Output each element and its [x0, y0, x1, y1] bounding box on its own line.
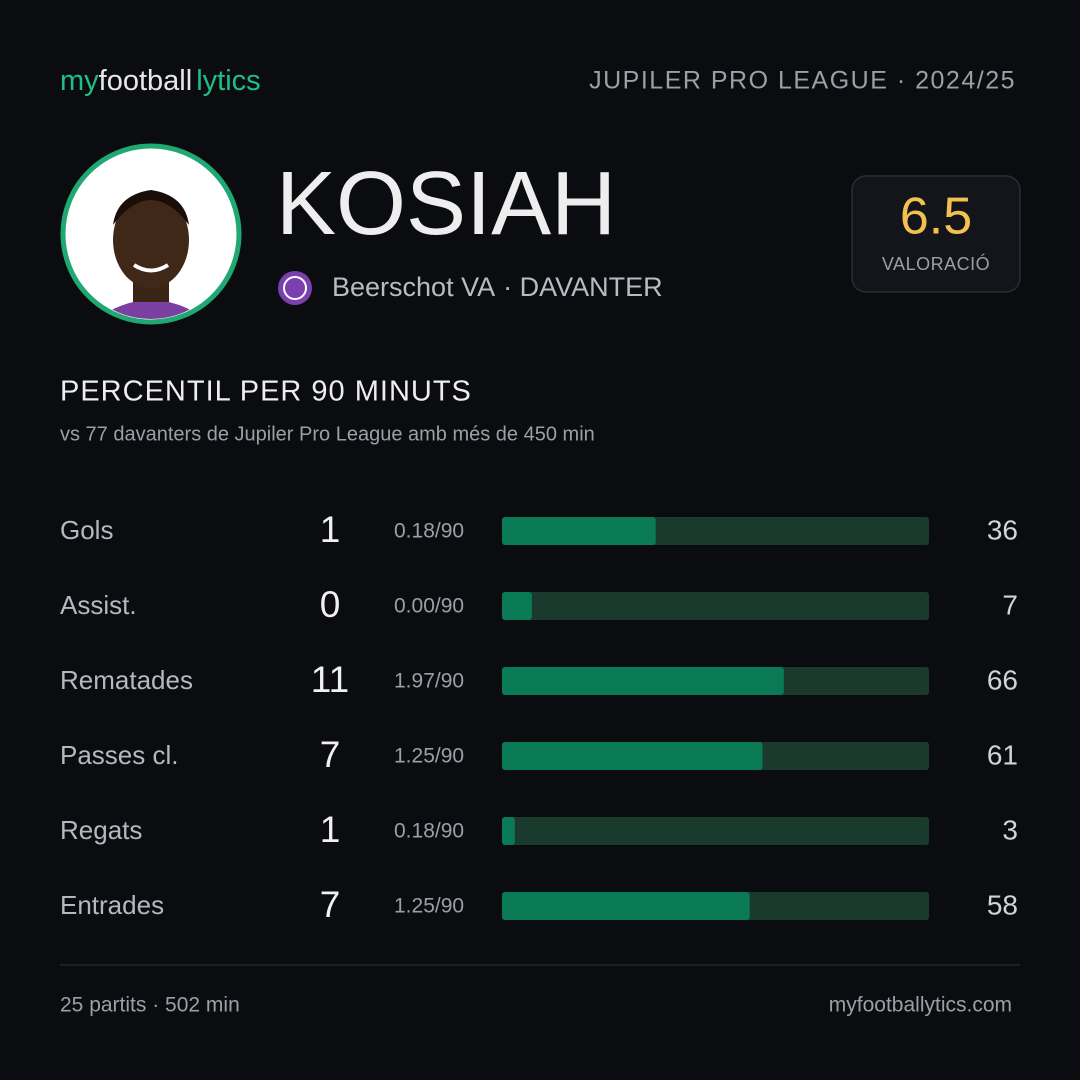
stats: Gols 1 0.18/90 36 Assist. 0 0.00/90 7 Rematades 1…	[60, 509, 1018, 925]
player-name: KOSIAH	[276, 154, 616, 254]
rating-value: 6.5	[900, 188, 972, 246]
stat-label: Entrades	[60, 890, 164, 920]
footer-summary: 25 partits · 502 min	[60, 994, 240, 1017]
logo-part: my	[60, 65, 99, 97]
footer-site: myfootballytics.com	[829, 994, 1012, 1017]
stat-percentile: 3	[1002, 814, 1018, 845]
bar	[502, 667, 784, 695]
bar	[502, 517, 656, 545]
club-badge	[278, 271, 312, 305]
stat-percentile: 7	[1002, 589, 1018, 620]
stat-total: 0	[320, 584, 341, 625]
stat-label: Rematades	[60, 665, 193, 695]
stat-total: 1	[320, 809, 341, 850]
section-subtitle: vs 77 davanters de Jupiler Pro League am…	[60, 423, 595, 445]
stat-percentile: 36	[987, 514, 1018, 545]
stat-total: 1	[320, 509, 341, 550]
stat-total: 7	[320, 884, 341, 925]
stat-per90: 1.25/90	[394, 895, 464, 918]
section-title: PERCENTIL PER 90 MINUTS	[60, 376, 472, 408]
bar-track	[502, 592, 929, 620]
logo-part: lytics	[196, 65, 260, 97]
stat-per90: 0.18/90	[394, 820, 464, 843]
bar-track	[502, 817, 929, 845]
stat-total: 11	[311, 659, 349, 700]
stat-per90: 0.00/90	[394, 595, 464, 618]
stat-label: Assist.	[60, 590, 137, 620]
stat-label: Gols	[60, 515, 113, 545]
rating-label: VALORACIÓ	[882, 253, 990, 274]
logo: myfootball lytics	[60, 65, 261, 97]
stat-percentile: 61	[987, 739, 1018, 770]
club: Beerschot VA · DAVANTER	[332, 272, 663, 302]
bar	[502, 817, 515, 845]
stat-per90: 1.97/90	[394, 670, 464, 693]
stat-per90: 0.18/90	[394, 520, 464, 543]
stat-label: Passes cl.	[60, 740, 179, 770]
bar	[502, 892, 750, 920]
league: JUPILER PRO LEAGUE · 2024/25	[589, 67, 1016, 95]
bar	[502, 742, 763, 770]
club-name: Beerschot VA	[332, 272, 495, 302]
bar	[502, 592, 532, 620]
avatar	[60, 143, 242, 325]
stat-percentile: 58	[987, 889, 1018, 920]
rating-box	[851, 175, 1021, 293]
position: · DAVANTER	[503, 272, 663, 302]
stat-per90: 1.25/90	[394, 745, 464, 768]
stat-percentile: 66	[987, 664, 1018, 695]
stat-total: 7	[320, 734, 341, 775]
stat-label: Regats	[60, 815, 142, 845]
logo-part: football	[99, 65, 193, 97]
